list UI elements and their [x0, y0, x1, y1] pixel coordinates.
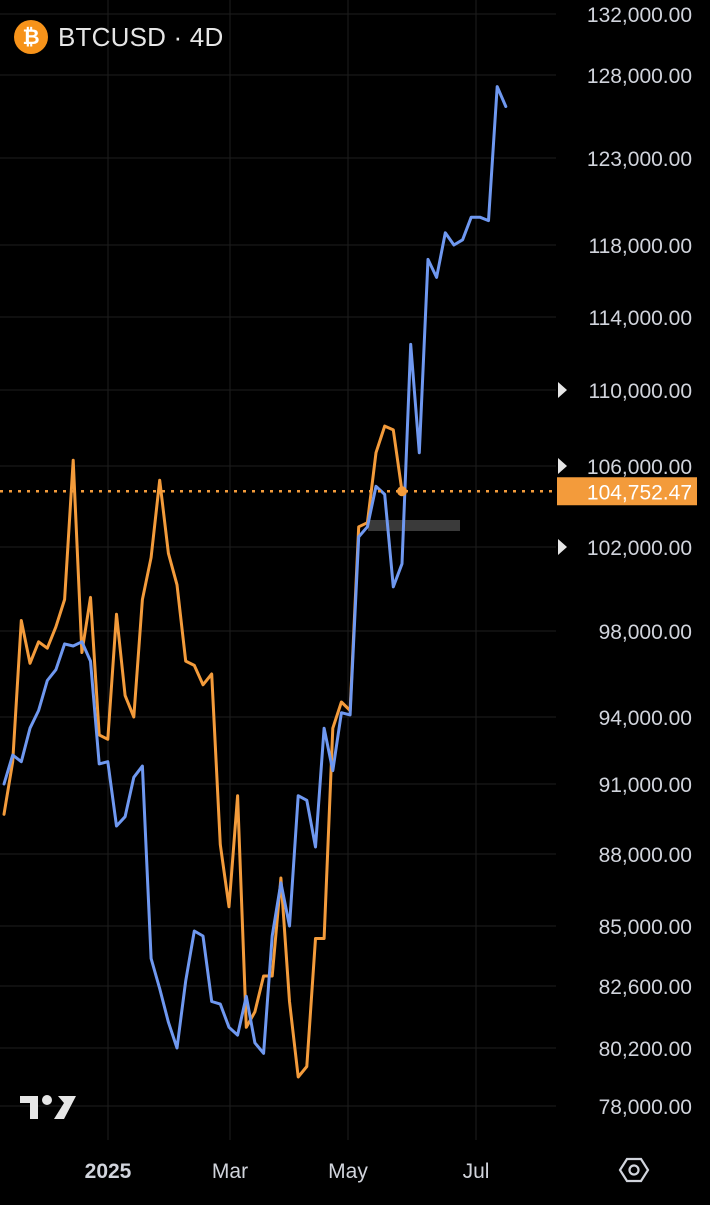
x-tick-label: Mar: [212, 1160, 248, 1183]
y-tick-label: 98,000.00: [599, 621, 692, 644]
y-tick-label: 118,000.00: [588, 235, 692, 258]
y-tick-label: 114,000.00: [588, 307, 692, 330]
x-tick-label: 2025: [85, 1160, 132, 1183]
y-tick-label: 88,000.00: [599, 844, 692, 867]
y-tick-label: 94,000.00: [599, 707, 692, 730]
y-tick-marker-icon: [558, 458, 567, 474]
y-tick-label: 78,000.00: [599, 1096, 692, 1119]
y-tick-label: 85,000.00: [599, 916, 692, 939]
y-tick-label: 110,000.00: [588, 380, 692, 403]
x-tick-label: May: [328, 1160, 368, 1183]
selection-band-rect: [368, 520, 460, 531]
current-price-dot: [397, 486, 407, 497]
y-tick-label: 80,200.00: [599, 1038, 692, 1061]
series-lines: [2, 85, 508, 1079]
y-tick-label: 82,600.00: [599, 976, 692, 999]
y-tick-label: 128,000.00: [587, 65, 692, 88]
series-line-1: [2, 85, 508, 1055]
y-tick-label: 123,000.00: [587, 148, 692, 171]
time-axis: 2025 Mar May Jul: [85, 1160, 490, 1183]
grid-lines: [0, 0, 556, 1140]
selection-band: [368, 520, 460, 531]
price-axis: 132,000.00 128,000.00 123,000.00 118,000.00…: [557, 4, 697, 1119]
current-price-tag-label: 104,752.47: [587, 481, 692, 504]
tradingview-logo-icon: [20, 1090, 76, 1125]
current-price-tag-bg: [557, 477, 697, 506]
y-tick-label: 91,000.00: [599, 774, 692, 797]
y-tick-marker-icon: [558, 539, 567, 555]
symbol-title[interactable]: BTCUSD · 4D: [58, 21, 224, 52]
current-price-line: [0, 486, 556, 497]
y-tick-label: 132,000.00: [587, 4, 692, 27]
bitcoin-icon: ₿: [14, 20, 48, 54]
x-tick-label: Jul: [463, 1160, 490, 1183]
symbol-header[interactable]: ₿ BTCUSD · 4D: [14, 20, 223, 54]
series-line-0: [2, 424, 404, 1079]
y-tick-label: 102,000.00: [587, 537, 692, 560]
y-tick-label: 106,000.00: [587, 456, 692, 479]
y-tick-marker-icon: [558, 382, 567, 398]
gear-icon[interactable]: [618, 1154, 650, 1186]
